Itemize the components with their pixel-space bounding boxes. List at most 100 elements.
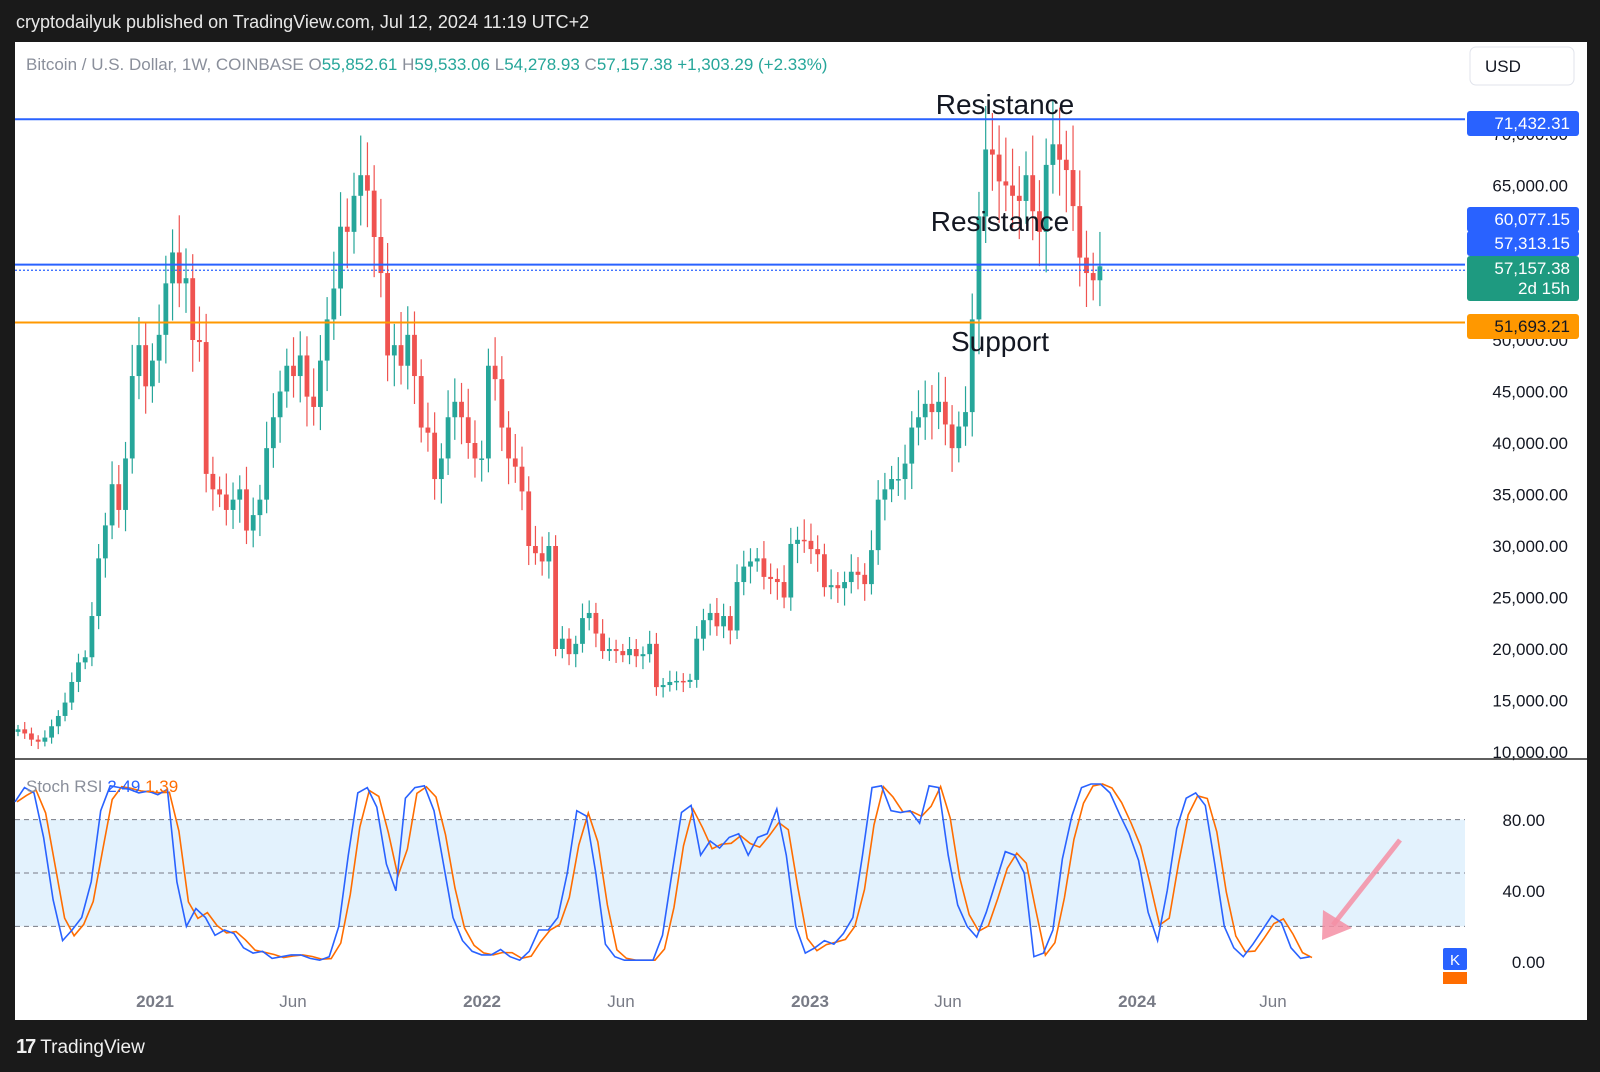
candle-body (539, 553, 545, 562)
price-tag-last[interactable] (1467, 256, 1579, 301)
price-tag-support-text: 51,693.21 (1494, 317, 1570, 336)
candle-body (156, 334, 162, 361)
candle-body (734, 582, 740, 631)
candle-body (1090, 273, 1096, 281)
publisher-text: cryptodailyuk published on TradingView.c… (16, 12, 590, 32)
candle-body (633, 649, 639, 657)
tradingview-brand-text: TradingView (40, 1036, 145, 1058)
candle-body (237, 489, 243, 500)
stoch-k-tag-text: K (1450, 952, 1460, 969)
candle-body (425, 427, 431, 433)
time-axis-label: 2022 (463, 992, 501, 1011)
price-tag-high[interactable] (1467, 207, 1579, 232)
currency-button[interactable] (1469, 46, 1575, 86)
candle-body (895, 479, 901, 481)
candle-body (270, 417, 276, 449)
candle-body (801, 539, 807, 542)
candle-body (304, 355, 310, 397)
candle-body (855, 571, 861, 575)
candle-body (438, 458, 444, 480)
stoch-legend[interactable]: Stoch RSI 2.49 1.39 (26, 777, 178, 796)
candle-body (1063, 159, 1069, 171)
candle-body (869, 550, 874, 585)
candle-body (230, 499, 236, 510)
candle-body (257, 499, 263, 516)
currency-button-label: USD (1485, 57, 1521, 76)
candle-body (96, 558, 102, 617)
price-tag-resistance-top[interactable] (1467, 111, 1579, 136)
candle-body (882, 489, 888, 500)
price-tag-resistance-mid[interactable] (1467, 231, 1579, 256)
candle-body (727, 616, 733, 631)
price-axis-label: 10,000.00 (1492, 743, 1568, 762)
candle-body (143, 345, 149, 387)
candle-body (264, 448, 270, 500)
candle-body (291, 365, 296, 377)
candle-body (593, 612, 599, 634)
candle-body (412, 334, 417, 377)
candle-body (318, 360, 323, 407)
candle-body (754, 558, 760, 562)
candle-body (714, 612, 720, 627)
candle-body (324, 319, 330, 361)
stoch-k-line (14, 783, 1311, 962)
candle-body (828, 585, 834, 588)
pointer-arrow-icon (1331, 838, 1402, 927)
candle-body (150, 360, 155, 387)
candle-body (620, 651, 626, 656)
resistance-top-label[interactable]: Resistance (936, 89, 1075, 120)
candle-body (465, 417, 471, 443)
candle-body (170, 252, 175, 284)
time-axis-label: Jun (1259, 992, 1286, 1011)
tradingview-logo[interactable]: 17 TradingView (16, 1036, 145, 1059)
price-pane[interactable] (15, 100, 1465, 750)
stoch-rsi-pane[interactable] (14, 783, 1465, 962)
candle-body (1030, 175, 1036, 212)
overlays: Resistance Resistance Support 71,432.31 60,0… (26, 46, 1579, 984)
stoch-k-tag (1443, 948, 1467, 970)
candle-body (398, 345, 404, 366)
candle-body (519, 466, 525, 492)
candle-body (862, 574, 868, 585)
time-axis-label: Jun (934, 992, 961, 1011)
resistance-mid-label[interactable]: Resistance (931, 206, 1070, 237)
candle-body (129, 376, 135, 459)
candle-body (586, 612, 592, 619)
candle-body (331, 288, 337, 320)
stoch-d-line (16, 783, 1313, 961)
symbol-legend[interactable]: Bitcoin / U.S. Dollar, 1W, COINBASE O55,… (26, 55, 827, 74)
candle-body (741, 566, 747, 583)
candle-body (909, 427, 915, 464)
candle-body (378, 237, 384, 274)
candle-body (1057, 144, 1062, 160)
candle-body (22, 729, 28, 734)
candle-body (533, 546, 538, 554)
candle-body (176, 252, 182, 284)
candle-body (781, 582, 787, 598)
candle-body (761, 558, 767, 577)
candle-body (788, 543, 794, 598)
candle-body (956, 426, 962, 449)
price-tag-support[interactable] (1467, 314, 1579, 339)
candle-body (996, 154, 1002, 182)
stoch-axis-label: 80.00 (1502, 811, 1545, 830)
support-label[interactable]: Support (951, 326, 1049, 357)
candle-body (371, 190, 377, 237)
candle-body (15, 729, 21, 732)
footer-bar (0, 1020, 1600, 1072)
candle-body (1050, 144, 1056, 165)
candle-body (654, 643, 659, 688)
price-axis-label: 25,000.00 (1492, 589, 1568, 608)
candle-body (573, 643, 579, 655)
price-axis-label: 65,000.00 (1492, 177, 1568, 196)
candle-body (916, 417, 921, 428)
candle-body (929, 403, 935, 413)
time-axis-label: 2021 (136, 992, 174, 1011)
candle-body (687, 679, 693, 682)
candle-body (674, 680, 679, 683)
candle-body (123, 458, 128, 510)
candle-body (963, 412, 968, 427)
candle-body (983, 149, 989, 217)
candle-body (116, 484, 122, 510)
